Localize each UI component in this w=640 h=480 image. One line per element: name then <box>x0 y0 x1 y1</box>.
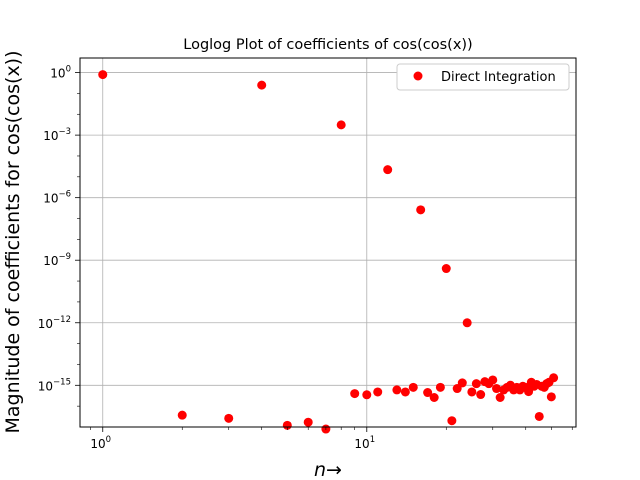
data-point <box>495 392 505 402</box>
data-point <box>362 390 372 400</box>
x-axis-label: n→ <box>314 459 342 480</box>
data-point <box>177 410 187 420</box>
plot-area-frame <box>79 57 577 428</box>
data-point <box>373 387 383 397</box>
data-point <box>488 375 498 385</box>
y-tick-label: 10−3 <box>43 127 71 143</box>
data-point <box>462 318 472 328</box>
data-points <box>98 70 559 434</box>
axis-ticks: 100 101 100 10−3 10−6 10−9 10−12 10−15 <box>38 65 573 451</box>
data-point <box>534 411 544 421</box>
data-point <box>408 382 418 392</box>
y-tick-label: 100 <box>50 65 71 81</box>
data-point <box>400 387 410 397</box>
data-point <box>303 417 313 427</box>
data-point <box>224 413 234 423</box>
x-tick-label: 101 <box>354 435 375 451</box>
y-tick-label: 10−9 <box>43 252 71 268</box>
y-tick-label: 10−12 <box>38 315 71 331</box>
data-point <box>423 388 433 398</box>
legend-label: Direct Integration <box>441 70 556 85</box>
data-point <box>467 387 477 397</box>
legend-frame <box>396 63 570 91</box>
data-point <box>282 420 292 430</box>
data-point <box>492 384 502 394</box>
data-point <box>336 120 346 130</box>
data-point <box>383 165 393 175</box>
grid-lines <box>80 58 576 427</box>
y-axis-label: Magnitude of coefficients for cos(cos(x)… <box>2 50 24 433</box>
legend-marker <box>413 71 423 81</box>
data-point <box>447 416 457 426</box>
data-point <box>257 80 267 90</box>
data-point <box>471 379 481 389</box>
data-point <box>350 389 360 399</box>
data-point <box>476 390 486 400</box>
x-tick-label: 100 <box>90 435 111 451</box>
data-point <box>98 70 108 80</box>
data-point <box>549 373 559 383</box>
chart-title: Loglog Plot of coefficients of cos(cos(x… <box>183 37 472 53</box>
data-point <box>457 378 467 388</box>
data-point <box>429 392 439 402</box>
data-point <box>416 205 426 215</box>
data-point <box>392 385 402 395</box>
y-tick-label: 10−6 <box>43 190 71 206</box>
data-point <box>441 264 451 274</box>
y-tick-label: 10−15 <box>38 377 71 393</box>
data-point <box>435 382 445 392</box>
legend: Direct Integration <box>396 63 570 91</box>
data-point <box>546 392 556 402</box>
